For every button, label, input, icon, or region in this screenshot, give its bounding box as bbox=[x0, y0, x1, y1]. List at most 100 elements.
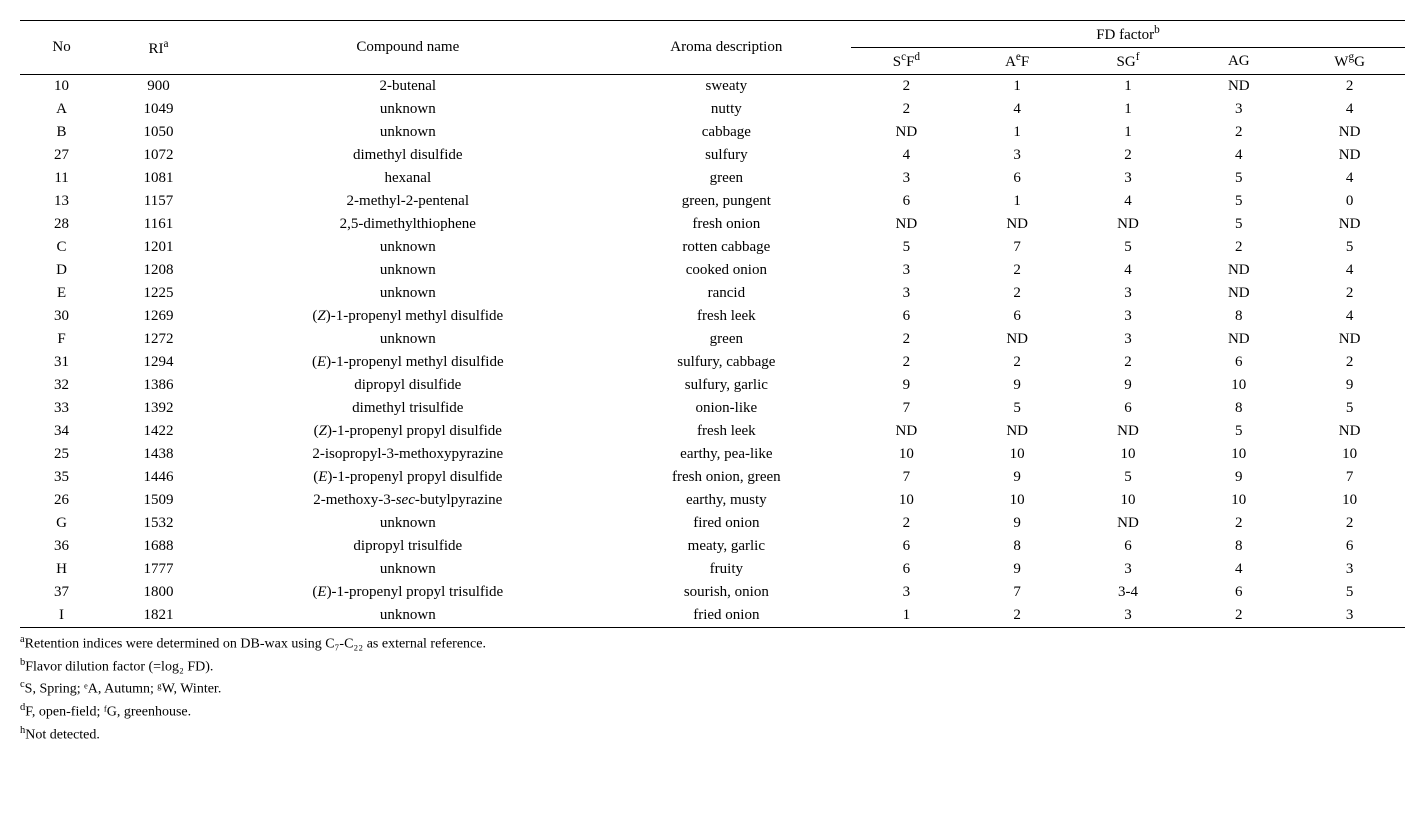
cell-no: 33 bbox=[20, 397, 103, 420]
table-row: 271072dimethyl disulfidesulfury4324ND bbox=[20, 144, 1405, 167]
cell-aroma: green, pungent bbox=[602, 190, 851, 213]
cell-sg: ND bbox=[1073, 420, 1184, 443]
cell-compound: unknown bbox=[214, 259, 602, 282]
table-row: H1777unknownfruity69343 bbox=[20, 558, 1405, 581]
cell-aroma: earthy, musty bbox=[602, 489, 851, 512]
cell-compound: unknown bbox=[214, 512, 602, 535]
cell-af: 3 bbox=[962, 144, 1073, 167]
footnote-b: bFlavor dilution factor (=log₂ FD). bbox=[20, 655, 1405, 678]
cell-sf: 3 bbox=[851, 581, 962, 604]
cell-aroma: fresh onion bbox=[602, 213, 851, 236]
cell-compound: (E)-1-propenyl propyl disulfide bbox=[214, 466, 602, 489]
footnote-d: dF, open-field; ᶠG, greenhouse. bbox=[20, 700, 1405, 723]
col-no: No bbox=[20, 21, 103, 75]
cell-no: 10 bbox=[20, 75, 103, 99]
cell-sf: ND bbox=[851, 121, 962, 144]
cell-wg: 4 bbox=[1294, 98, 1405, 121]
cell-ag: 8 bbox=[1183, 397, 1294, 420]
cell-wg: 3 bbox=[1294, 604, 1405, 628]
cell-wg: 5 bbox=[1294, 397, 1405, 420]
cell-sg: 3 bbox=[1073, 604, 1184, 628]
cell-ag: 6 bbox=[1183, 351, 1294, 374]
cell-aroma: sulfury, cabbage bbox=[602, 351, 851, 374]
cell-ri: 1208 bbox=[103, 259, 214, 282]
table-row: F1272unknowngreen2ND3NDND bbox=[20, 328, 1405, 351]
cell-aroma: sulfury, garlic bbox=[602, 374, 851, 397]
cell-wg: 4 bbox=[1294, 167, 1405, 190]
cell-aroma: sweaty bbox=[602, 75, 851, 99]
cell-sg: 3 bbox=[1073, 282, 1184, 305]
cell-af: 5 bbox=[962, 397, 1073, 420]
cell-wg: 2 bbox=[1294, 512, 1405, 535]
cell-aroma: earthy, pea-like bbox=[602, 443, 851, 466]
table-row: G1532unknownfired onion29ND22 bbox=[20, 512, 1405, 535]
cell-ri: 1272 bbox=[103, 328, 214, 351]
cell-ri: 1201 bbox=[103, 236, 214, 259]
cell-no: H bbox=[20, 558, 103, 581]
cell-ri: 1422 bbox=[103, 420, 214, 443]
cell-af: 8 bbox=[962, 535, 1073, 558]
cell-ri: 1532 bbox=[103, 512, 214, 535]
cell-af: ND bbox=[962, 420, 1073, 443]
cell-sg: 1 bbox=[1073, 121, 1184, 144]
cell-ag: 8 bbox=[1183, 305, 1294, 328]
cell-af: 1 bbox=[962, 75, 1073, 99]
cell-wg: 3 bbox=[1294, 558, 1405, 581]
cell-ag: 5 bbox=[1183, 213, 1294, 236]
cell-af: 9 bbox=[962, 512, 1073, 535]
footnote-h: hNot detected. bbox=[20, 723, 1405, 746]
cell-no: 35 bbox=[20, 466, 103, 489]
cell-ri: 1509 bbox=[103, 489, 214, 512]
cell-aroma: fresh onion, green bbox=[602, 466, 851, 489]
cell-aroma: fresh leek bbox=[602, 305, 851, 328]
cell-wg: 2 bbox=[1294, 75, 1405, 99]
cell-af: ND bbox=[962, 328, 1073, 351]
footnote-c: cS, Spring; ᵉA, Autumn; ᵍW, Winter. bbox=[20, 677, 1405, 700]
cell-no: 26 bbox=[20, 489, 103, 512]
cell-sf: 2 bbox=[851, 98, 962, 121]
cell-wg: ND bbox=[1294, 213, 1405, 236]
cell-compound: unknown bbox=[214, 558, 602, 581]
col-compound: Compound name bbox=[214, 21, 602, 75]
cell-ag: 2 bbox=[1183, 121, 1294, 144]
cell-aroma: meaty, garlic bbox=[602, 535, 851, 558]
cell-compound: 2-isopropyl-3-methoxypyrazine bbox=[214, 443, 602, 466]
cell-sf: 2 bbox=[851, 328, 962, 351]
cell-ag: ND bbox=[1183, 328, 1294, 351]
cell-no: 34 bbox=[20, 420, 103, 443]
cell-wg: 6 bbox=[1294, 535, 1405, 558]
cell-sg: 5 bbox=[1073, 236, 1184, 259]
cell-wg: 9 bbox=[1294, 374, 1405, 397]
cell-wg: 10 bbox=[1294, 443, 1405, 466]
cell-ri: 1438 bbox=[103, 443, 214, 466]
cell-wg: 5 bbox=[1294, 236, 1405, 259]
cell-af: 1 bbox=[962, 121, 1073, 144]
cell-compound: hexanal bbox=[214, 167, 602, 190]
cell-ag: ND bbox=[1183, 75, 1294, 99]
cell-af: 2 bbox=[962, 604, 1073, 628]
cell-sg: 3-4 bbox=[1073, 581, 1184, 604]
cell-compound: (Z)-1-propenyl methyl disulfide bbox=[214, 305, 602, 328]
cell-ag: 10 bbox=[1183, 489, 1294, 512]
cell-compound: dipropyl disulfide bbox=[214, 374, 602, 397]
cell-no: 11 bbox=[20, 167, 103, 190]
cell-no: I bbox=[20, 604, 103, 628]
cell-sf: 3 bbox=[851, 167, 962, 190]
cell-sf: 1 bbox=[851, 604, 962, 628]
cell-sf: 10 bbox=[851, 443, 962, 466]
cell-sf: 4 bbox=[851, 144, 962, 167]
cell-compound: (Z)-1-propenyl propyl disulfide bbox=[214, 420, 602, 443]
cell-wg: 0 bbox=[1294, 190, 1405, 213]
cell-sg: ND bbox=[1073, 213, 1184, 236]
cell-wg: ND bbox=[1294, 144, 1405, 167]
cell-no: A bbox=[20, 98, 103, 121]
cell-af: ND bbox=[962, 213, 1073, 236]
table-row: 321386dipropyl disulfidesulfury, garlic9… bbox=[20, 374, 1405, 397]
cell-ri: 1392 bbox=[103, 397, 214, 420]
table-row: 371800(E)-1-propenyl propyl trisulfideso… bbox=[20, 581, 1405, 604]
cell-sf: 9 bbox=[851, 374, 962, 397]
cell-wg: 7 bbox=[1294, 466, 1405, 489]
cell-no: 27 bbox=[20, 144, 103, 167]
cell-af: 9 bbox=[962, 466, 1073, 489]
table-body: 109002-butenalsweaty211ND2A1049unknownnu… bbox=[20, 75, 1405, 628]
